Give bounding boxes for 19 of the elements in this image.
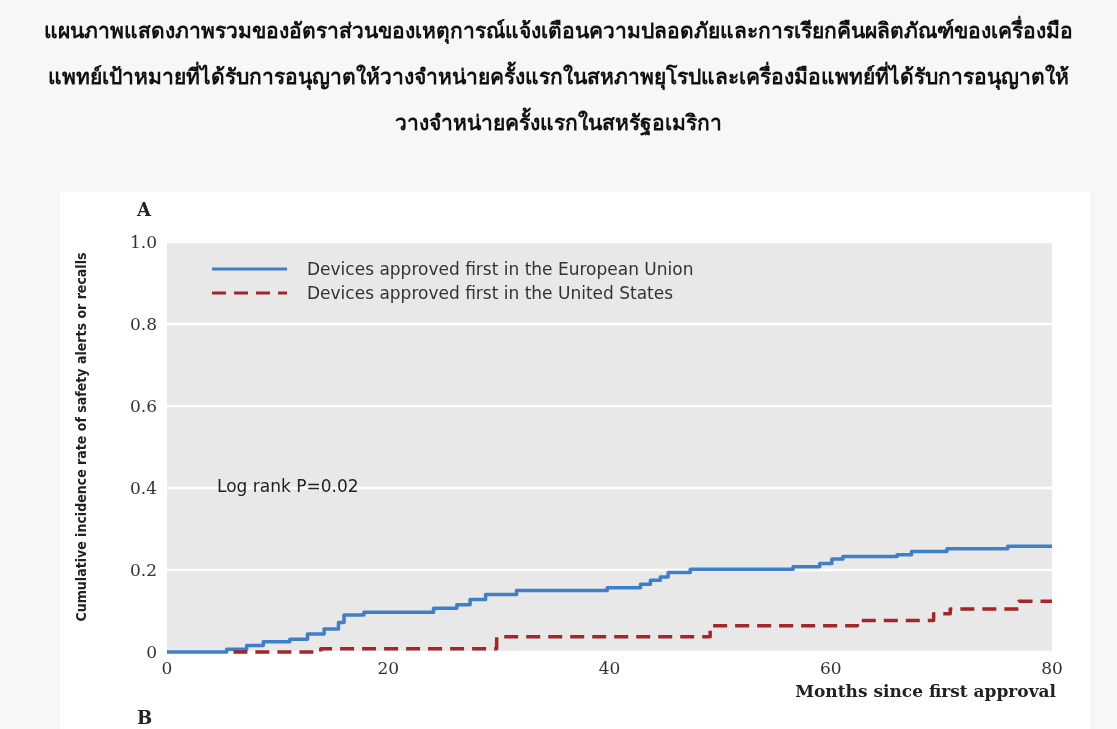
y-tick-label: 0.8: [129, 314, 157, 334]
y-tick-label: 0.4: [129, 478, 157, 498]
x-tick-label: 0: [161, 658, 173, 678]
x-tick-label: 60: [819, 658, 842, 678]
y-tick-label: 0.2: [129, 560, 157, 580]
legend-label: Devices approved first in the United States: [307, 283, 674, 303]
x-tick-label: 80: [1041, 658, 1063, 678]
annotation: Log rank P=0.02: [217, 476, 359, 496]
text: B: [137, 707, 153, 728]
y-axis-title: Cumulative incidence rate of safety alerts or recalls: [73, 252, 89, 622]
chart-title: แผนภาพแสดงภาพรวมของอัตราส่วนของเหตุการณ์แจ้งเตือนความปลอดภัยและการเรียกคืนผลิตภัณฑ์ของเครื่องมือแพทย์เป้าหมายที่ได้รับการอนุญาตให้วางจำหน่ายครั้งแรกในสหภาพยุโรปและเครื่องมือแพทย์ที่ได้รับการอนุญาตให้วางจำหน่ายครั้งแรกในสหรัฐอเมริกา: [43, 14, 1074, 138]
y-tick-label: 1.0: [129, 232, 157, 252]
y-tick-label: 0: [146, 642, 157, 662]
x-tick-label: 20: [377, 658, 400, 678]
legend-label: Devices approved first in the European Union: [307, 259, 694, 279]
x-tick-label: 40: [598, 658, 621, 678]
y-tick-label: 0.6: [129, 396, 157, 416]
x-axis-title: Months since first approval: [795, 681, 1057, 701]
text: A: [136, 199, 152, 220]
